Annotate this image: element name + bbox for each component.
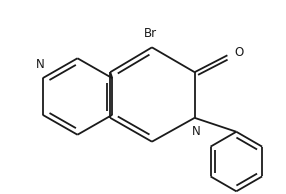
Text: O: O: [235, 46, 244, 59]
Text: N: N: [36, 58, 45, 71]
Text: N: N: [192, 125, 201, 138]
Text: Br: Br: [143, 27, 156, 40]
